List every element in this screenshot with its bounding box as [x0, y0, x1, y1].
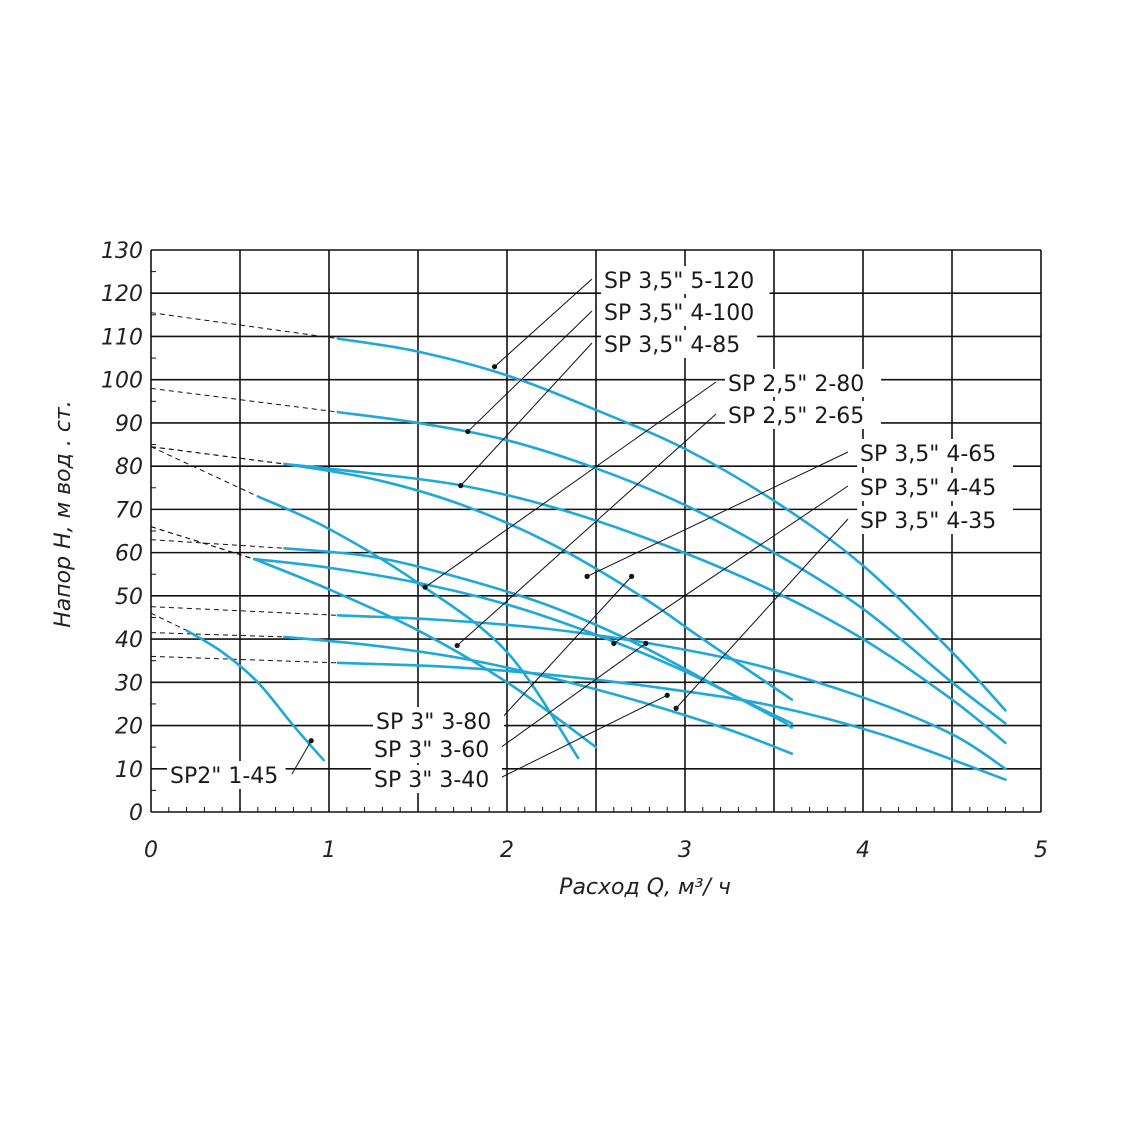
- x-tick-label: 4: [856, 838, 870, 863]
- label-background-sp-2-5-2-80: [725, 369, 881, 397]
- label-background-sp-3-3-40: [371, 765, 502, 793]
- x-tick-label: 2: [500, 838, 514, 863]
- dashed-extension-sp-3-3-40: [150, 632, 285, 638]
- y-tick-label: 80: [115, 455, 143, 480]
- y-tick-label: 120: [101, 282, 143, 307]
- leader-dot-sp-2-5-2-80: [422, 584, 428, 590]
- curve-sp-3-5-4-65: [283, 462, 794, 701]
- series-labels: SP 3,5" 5-120 SP 3,5" 4-100 SP 3,5" 4-85 SP…: [167, 266, 1013, 793]
- leader-dot-sp-3-3-40: [664, 692, 670, 698]
- x-tick-label: 0: [144, 838, 158, 863]
- dashed-extension-sp-3-5-4-35: [150, 655, 338, 664]
- curve-sp-3-5-4-45: [336, 614, 1007, 771]
- series-label-sp-3-5-4-35: SP 3,5" 4-35: [860, 509, 996, 534]
- y-tick-label: 20: [115, 715, 143, 740]
- label-background-sp-3-5-4-45: [857, 473, 1013, 501]
- dashed-extension-sp-3-5-5-120: [150, 312, 338, 340]
- dashed-extension-sp-3-3-80: [150, 539, 285, 549]
- y-tick-label: 130: [101, 239, 143, 264]
- label-background-sp-3-3-80: [373, 707, 504, 735]
- curve-sp-3-5-4-35: [336, 661, 1007, 781]
- y-axis-ticks: 0 10 20 30 40 50 60 70 80 90 100 110 120 130: [101, 239, 143, 826]
- curve-sp-2-5-2-80: [256, 495, 580, 760]
- label-background-sp2-1-45: [167, 761, 286, 789]
- curve-sp-2-5-2-65: [252, 557, 598, 749]
- dashed-extension-sp-3-5-4-100: [150, 387, 338, 413]
- leader-dot-sp-3-3-80: [629, 573, 635, 579]
- curve-sp2-1-45: [185, 629, 325, 762]
- label-background-sp-3-5-4-85: [601, 330, 757, 358]
- leader-dot-sp-3-5-4-65: [584, 573, 590, 579]
- y-tick-label: 60: [115, 542, 143, 567]
- leader-line-sp-3-5-4-65: [586, 451, 849, 577]
- leader-dot-sp2-1-45: [308, 738, 314, 744]
- dashed-extension-sp-2-5-2-80: [150, 446, 259, 497]
- label-background-sp-3-5-4-35: [857, 506, 1013, 534]
- label-background-sp-2-5-2-65: [725, 401, 881, 429]
- y-tick-label: 100: [101, 369, 143, 394]
- leader-dot-sp-3-5-4-45: [611, 640, 617, 647]
- label-background-sp-3-5-4-65: [857, 439, 1013, 467]
- leader-line-sp-3-5-4-35: [675, 518, 849, 709]
- leader-dot-sp-2-5-2-65: [454, 642, 460, 649]
- leader-line-sp2-1-45: [291, 740, 312, 775]
- label-background-sp-3-5-5-120: [601, 266, 770, 294]
- y-tick-label: 10: [115, 758, 143, 783]
- leader-line-sp-2-5-2-80: [424, 381, 717, 588]
- x-tick-label: 1: [322, 838, 336, 863]
- curve-sp-3-3-60: [252, 557, 794, 729]
- series-label-sp-3-5-4-85: SP 3,5" 4-85: [604, 333, 740, 358]
- leader-line-sp-3-3-40: [499, 694, 668, 779]
- y-tick-label: 70: [115, 498, 143, 523]
- dashed-extension-sp-3-3-60: [150, 526, 255, 560]
- x-tick-label: 3: [678, 838, 692, 863]
- y-tick-label: 30: [115, 671, 143, 696]
- x-tick-label: 5: [1034, 838, 1048, 863]
- leader-line-sp-3-5-4-85: [460, 342, 593, 486]
- series-label-sp2-1-45: SP2" 1-45: [170, 764, 278, 789]
- leader-dot-sp-3-5-4-35: [673, 705, 679, 711]
- leader-line-sp-3-5-4-45: [613, 485, 849, 644]
- leader-line-sp-3-5-5-120: [494, 278, 593, 368]
- x-axis-title: Расход Q, м³/ ч: [559, 875, 731, 900]
- y-axis-title: Напор Н, м вод . ст.: [51, 400, 76, 627]
- dashed-extension-sp-3-5-4-45: [150, 606, 338, 616]
- curve-sp-3-5-5-120: [336, 337, 1007, 712]
- leader-line-sp-2-5-2-65: [456, 413, 717, 646]
- curve-sp-3-5-4-85: [283, 462, 1007, 745]
- series-label-sp-3-3-60: SP 3" 3-60: [374, 738, 489, 763]
- series-label-sp-2-5-2-80: SP 2,5" 2-80: [728, 372, 864, 397]
- pump-curves: [185, 337, 1007, 781]
- y-tick-label: 40: [115, 628, 143, 653]
- series-label-sp-3-5-4-45: SP 3,5" 4-45: [860, 476, 996, 501]
- series-label-sp-3-5-4-100: SP 3,5" 4-100: [604, 301, 754, 326]
- series-label-sp-2-5-2-65: SP 2,5" 2-65: [728, 404, 864, 429]
- leader-dot-sp-3-3-60: [643, 640, 649, 647]
- y-tick-label: 90: [115, 412, 143, 437]
- x-axis-ticks: 0 1 2 3 4 5: [144, 838, 1048, 863]
- series-label-sp-3-5-4-65: SP 3,5" 4-65: [860, 442, 996, 467]
- grid: [150, 249, 1042, 813]
- label-background-sp-3-3-60: [371, 735, 502, 763]
- leader-dot-sp-3-5-5-120: [491, 364, 498, 370]
- curve-sp-3-3-40: [283, 635, 794, 755]
- leader-dot-sp-3-5-4-85: [458, 483, 464, 489]
- series-label-sp-3-3-80: SP 3" 3-80: [376, 710, 491, 735]
- y-tick-label: 0: [129, 801, 143, 826]
- dashed-extensions: [150, 312, 338, 664]
- y-tick-label: 110: [101, 325, 143, 350]
- leader-dot-sp-3-5-4-100: [465, 428, 471, 435]
- leader-line-sp-3-5-4-100: [467, 310, 593, 432]
- series-label-sp-3-3-40: SP 3" 3-40: [374, 768, 489, 793]
- label-leaders: [291, 278, 849, 779]
- curve-sp-3-5-4-100: [336, 410, 1007, 725]
- leader-line-sp-3-3-60: [499, 642, 647, 749]
- dashed-extension-sp-3-5-4-65: [150, 446, 285, 465]
- dashed-extension-sp2-1-45: [150, 612, 187, 631]
- series-label-sp-3-5-5-120: SP 3,5" 5-120: [604, 269, 754, 294]
- y-tick-label: 50: [115, 585, 143, 610]
- label-background-sp-3-5-4-100: [601, 298, 770, 326]
- leader-line-sp-3-3-80: [499, 576, 632, 721]
